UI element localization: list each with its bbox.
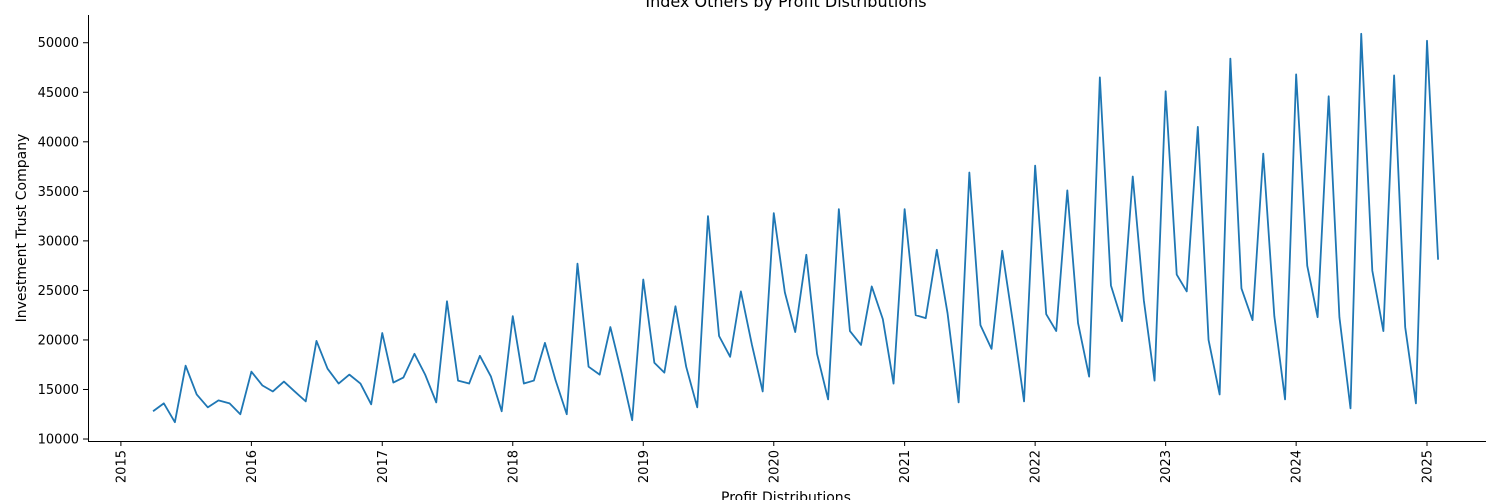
x-tick-label: 2024 <box>1290 450 1305 483</box>
x-tick-label: 2022 <box>1029 450 1044 483</box>
x-tick-label: 2018 <box>506 450 521 483</box>
x-tick-label: 2015 <box>114 450 129 483</box>
x-tick-label: 2025 <box>1421 450 1436 483</box>
y-tick-label: 45000 <box>38 86 79 101</box>
x-tick-label: 2017 <box>376 450 391 483</box>
y-axis-ticks: 10000 15000 20000 25000 30000 35000 40000 45000… <box>38 36 88 448</box>
y-tick-label: 10000 <box>38 433 79 448</box>
x-tick-label: 2020 <box>767 450 782 483</box>
x-tick-label: 2023 <box>1159 450 1174 483</box>
x-axis-label: Profit Distributions <box>721 490 851 500</box>
x-tick-label: 2019 <box>637 450 652 483</box>
series-line <box>152 32 1439 424</box>
x-tick-label: 2016 <box>245 450 260 483</box>
y-tick-label: 35000 <box>38 185 79 200</box>
x-tick-label: 2021 <box>898 450 913 483</box>
y-tick-label: 25000 <box>38 284 79 299</box>
x-axis-ticks: 2015 2016 2017 2018 2019 2020 2021 2022 2023 2024… <box>114 441 1436 483</box>
y-tick-label: 30000 <box>38 234 79 249</box>
y-axis-label: Investment Trust Company <box>14 134 30 323</box>
y-tick-label: 20000 <box>38 333 79 348</box>
chart-title: Index Others by Profit Distributions <box>645 0 926 11</box>
y-tick-label: 15000 <box>38 383 79 398</box>
y-tick-label: 40000 <box>38 135 79 150</box>
y-tick-label: 50000 <box>38 36 79 51</box>
